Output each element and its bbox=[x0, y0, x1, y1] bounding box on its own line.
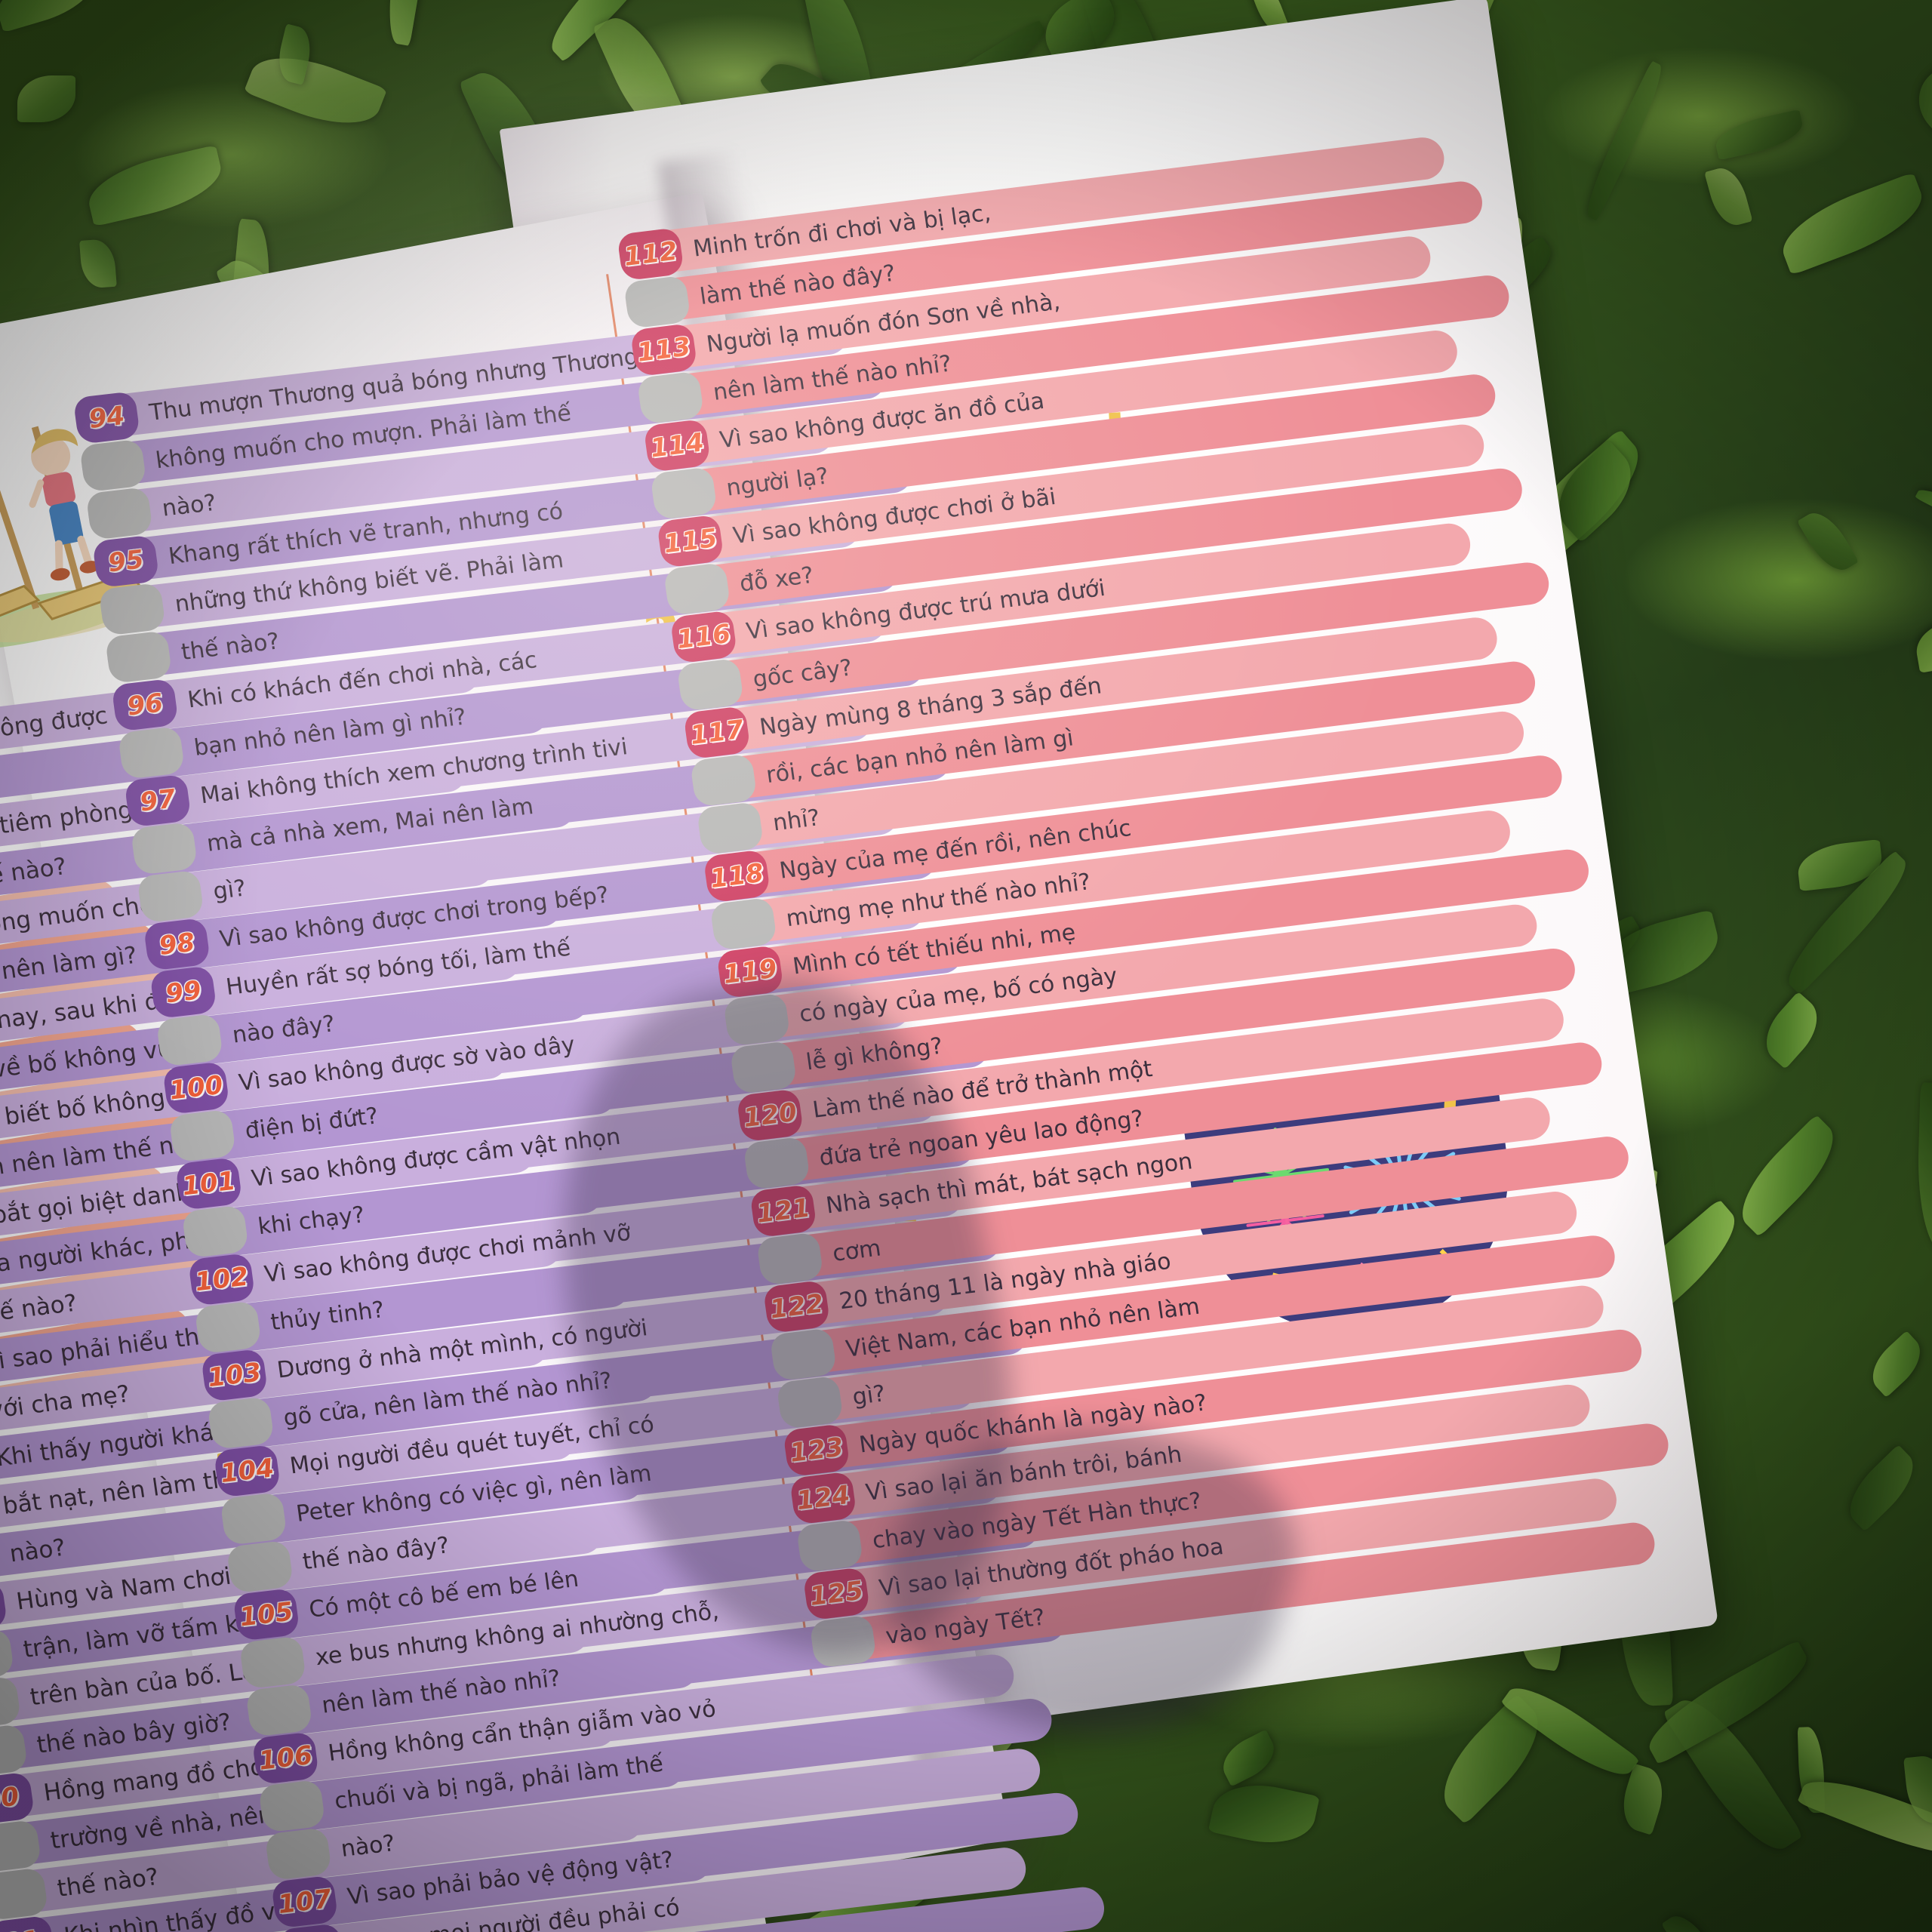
entry-continuation-badge bbox=[130, 822, 198, 875]
entry-continuation-badge bbox=[238, 1635, 307, 1690]
entry-continuation-badge bbox=[226, 1540, 294, 1594]
entry-continuation-badge bbox=[709, 897, 778, 952]
entry-continuation-badge bbox=[663, 561, 731, 617]
entry-number-badge: 97 bbox=[124, 774, 192, 828]
entry-number-badge: 94 bbox=[72, 391, 141, 445]
entry-continuation-badge bbox=[722, 992, 791, 1047]
entry-number-badge: 124 bbox=[789, 1471, 857, 1525]
entry-number-badge: 123 bbox=[783, 1423, 851, 1478]
entry-number-badge: 125 bbox=[802, 1567, 871, 1621]
entry-continuation-badge bbox=[264, 1827, 333, 1881]
entry-continuation-badge bbox=[220, 1492, 288, 1546]
entry-number-badge: 116 bbox=[669, 610, 738, 664]
entry-continuation-badge bbox=[0, 1867, 49, 1921]
entry-number-badge: 101 bbox=[174, 1157, 243, 1211]
entry-continuation-badge bbox=[650, 466, 718, 521]
entry-text: gì? bbox=[851, 1380, 888, 1411]
entry-continuation-badge bbox=[776, 1375, 844, 1429]
entry-continuation-badge bbox=[245, 1683, 313, 1737]
entry-continuation-badge bbox=[79, 438, 147, 493]
entry-continuation-badge bbox=[636, 371, 705, 425]
entry-continuation-badge bbox=[85, 486, 154, 540]
entry-number-badge: 98 bbox=[143, 917, 211, 971]
entry-number-badge: 107 bbox=[270, 1875, 339, 1929]
entry-continuation-badge bbox=[258, 1779, 326, 1833]
entry-number-badge: 121 bbox=[749, 1183, 817, 1238]
entry-continuation-badge bbox=[623, 275, 691, 329]
entry-continuation-badge bbox=[104, 630, 173, 685]
entry-continuation-badge bbox=[743, 1136, 811, 1190]
entry-continuation-badge bbox=[137, 869, 205, 924]
entry-number-badge: 99 bbox=[149, 965, 217, 1020]
entry-continuation-badge bbox=[181, 1204, 250, 1259]
entry-number-badge: 106 bbox=[251, 1731, 320, 1786]
entry-continuation-badge bbox=[729, 1040, 798, 1095]
entry-number-badge: 120 bbox=[736, 1088, 804, 1143]
entry-continuation-badge bbox=[98, 582, 167, 636]
entry-number-badge: 114 bbox=[643, 418, 712, 473]
entry-continuation-badge bbox=[696, 801, 764, 856]
entry-number-badge: 95 bbox=[91, 534, 160, 589]
entry-continuation-badge bbox=[755, 1232, 824, 1286]
entry-text: gì? bbox=[211, 875, 248, 905]
entry-continuation-badge bbox=[795, 1518, 864, 1574]
entry-number-badge: 118 bbox=[703, 849, 771, 903]
entry-number-badge: 117 bbox=[683, 706, 752, 760]
entry-number-badge: 113 bbox=[629, 322, 698, 377]
entry-continuation-badge bbox=[207, 1396, 275, 1451]
entry-continuation-badge bbox=[809, 1614, 878, 1669]
entry-continuation-badge bbox=[117, 726, 186, 780]
entry-continuation-badge bbox=[168, 1109, 237, 1163]
entry-number-badge: 122 bbox=[762, 1279, 831, 1334]
entry-number-badge: 96 bbox=[111, 678, 179, 732]
entry-number-badge: 112 bbox=[617, 227, 685, 281]
open-book: 5 ? ? ? ? ? ? ua nênhỉ?hình, cácđã xếp, … bbox=[0, 0, 1719, 1932]
entry-number-badge: 104 bbox=[213, 1444, 281, 1498]
entry-continuation-badge bbox=[676, 657, 745, 712]
swing-illustration bbox=[0, 426, 158, 651]
entry-number-badge: 102 bbox=[187, 1252, 256, 1306]
entry-continuation-badge bbox=[689, 753, 758, 808]
entry-continuation-badge bbox=[194, 1300, 263, 1355]
entry-number-badge: 115 bbox=[656, 514, 724, 568]
entry-number-badge: 100 bbox=[162, 1061, 230, 1115]
entry-number-badge: 103 bbox=[200, 1348, 269, 1402]
entry-continuation-badge bbox=[155, 1013, 224, 1067]
entry-number-badge: 119 bbox=[716, 945, 784, 999]
entry-continuation-badge bbox=[769, 1327, 838, 1382]
entry-number-badge: 105 bbox=[232, 1588, 300, 1641]
